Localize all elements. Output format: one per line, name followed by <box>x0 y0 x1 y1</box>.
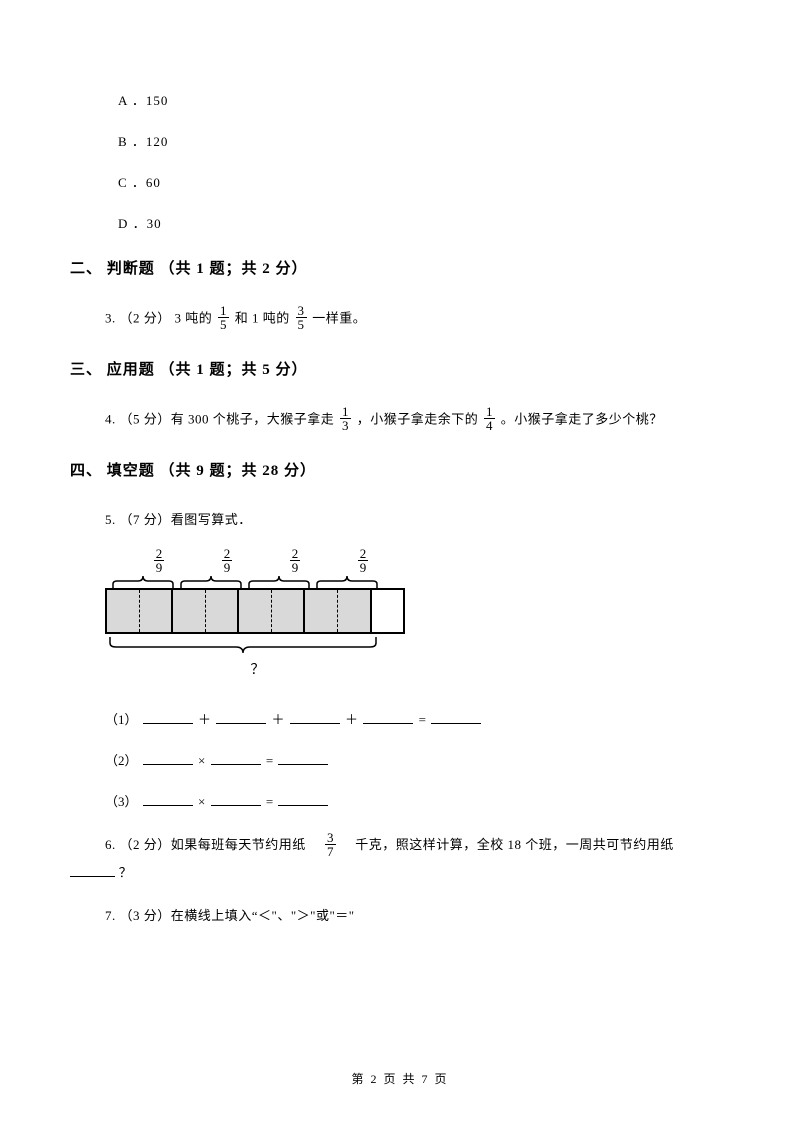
blank[interactable] <box>278 792 328 806</box>
cell <box>173 590 206 632</box>
q4-f1-den: 3 <box>340 419 351 432</box>
option-d: D ．30 <box>118 213 730 232</box>
cell <box>272 590 306 632</box>
cell <box>239 590 272 632</box>
q3-f1-num: 1 <box>218 304 229 318</box>
op: ＋ <box>272 712 285 727</box>
blank[interactable] <box>211 751 261 765</box>
q3-f2-den: 5 <box>296 318 307 331</box>
q3-f2-num: 3 <box>296 304 307 318</box>
op: ＋ <box>345 712 358 727</box>
q6-frac: 3 7 <box>325 831 336 858</box>
sub2-n: （2） <box>105 753 138 768</box>
eq: = <box>419 712 426 727</box>
diagram-frac-4: 29 <box>358 547 369 574</box>
diagram: 29 29 29 29 ？ <box>105 549 435 679</box>
bottom-bracket-svg <box>108 637 388 653</box>
diagram-top-fracs: 29 29 29 29 <box>105 549 435 576</box>
question-7: 7. （3 分）在横线上填入“＜"、"＞"或"＝" <box>105 904 730 927</box>
question-4: 4. （5 分）有 300 个桃子，大猴子拿走 1 3 ，小猴子拿走余下的 1 … <box>105 407 730 434</box>
section-4-header: 四、 填空题 （共 9 题；共 28 分） <box>70 459 730 480</box>
option-c: C ．60 <box>118 172 730 191</box>
diagram-qmark: ？ <box>105 659 380 679</box>
blank[interactable] <box>290 710 340 724</box>
question-5-text: 5. （7 分）看图写算式． <box>105 508 730 531</box>
q3-pre: 3. （2 分） 3 吨的 <box>105 310 216 325</box>
cell <box>107 590 140 632</box>
sub1-n: （1） <box>105 712 138 727</box>
frac-den: 9 <box>154 561 165 574</box>
cell <box>140 590 174 632</box>
blank[interactable] <box>431 710 481 724</box>
q4-mid: ，小猴子拿走余下的 <box>357 411 482 426</box>
q4-f2-den: 4 <box>484 419 495 432</box>
diagram-bar <box>105 588 435 634</box>
option-a: A ．150 <box>118 90 730 109</box>
q6-post: 千克，照这样计算，全校 18 个班，一周共可节约用纸 <box>342 837 674 852</box>
q4-post: 。小猴子拿走了多少个桃？ <box>501 411 663 426</box>
cell <box>372 590 404 632</box>
q4-pre: 4. （5 分）有 300 个桃子，大猴子拿走 <box>105 411 338 426</box>
q6-end: ？ <box>119 865 133 880</box>
frac-den: 9 <box>222 561 233 574</box>
blank[interactable] <box>216 710 266 724</box>
q5-sub1: （1） ＋ ＋ ＋ = <box>105 709 730 728</box>
frac-num: 2 <box>290 547 301 561</box>
blank[interactable] <box>211 792 261 806</box>
q6-pre: 6. （2 分）如果每班每天节约用纸 <box>105 837 319 852</box>
diagram-frac-1: 29 <box>154 547 165 574</box>
blank[interactable] <box>143 792 193 806</box>
q3-frac-2: 3 5 <box>296 304 307 331</box>
eq: = <box>266 794 273 809</box>
q4-f1-num: 1 <box>340 405 351 419</box>
q5-sub3: （3） × = <box>105 791 730 810</box>
diagram-frac-2: 29 <box>222 547 233 574</box>
q6-fd: 7 <box>325 845 336 858</box>
q4-frac-2: 1 4 <box>484 405 495 432</box>
op: ＋ <box>198 712 211 727</box>
diagram-top-brackets <box>105 576 435 588</box>
diagram-bottom-bracket <box>105 637 435 657</box>
op: × <box>198 794 205 809</box>
sub3-n: （3） <box>105 794 138 809</box>
eq: = <box>266 753 273 768</box>
q3-f1-den: 5 <box>218 318 229 331</box>
q3-post: 一样重。 <box>312 310 366 325</box>
op: × <box>198 753 205 768</box>
cell <box>305 590 338 632</box>
q4-f2-num: 1 <box>484 405 495 419</box>
frac-num: 2 <box>222 547 233 561</box>
question-3: 3. （2 分） 3 吨的 1 5 和 1 吨的 3 5 一样重。 <box>105 306 730 333</box>
question-6: 6. （2 分）如果每班每天节约用纸 3 7 千克，照这样计算，全校 18 个班… <box>105 832 730 886</box>
option-b: B ．120 <box>118 131 730 150</box>
section-2-header: 二、 判断题 （共 1 题；共 2 分） <box>70 257 730 278</box>
blank[interactable] <box>363 710 413 724</box>
page-footer: 第 2 页 共 7 页 <box>0 1070 800 1087</box>
blank[interactable] <box>70 863 115 877</box>
q4-frac-1: 1 3 <box>340 405 351 432</box>
q3-mid: 和 1 吨的 <box>235 310 294 325</box>
blank[interactable] <box>278 751 328 765</box>
cell <box>338 590 372 632</box>
q3-frac-1: 1 5 <box>218 304 229 331</box>
blank[interactable] <box>143 710 193 724</box>
frac-num: 2 <box>154 547 165 561</box>
section-3-header: 三、 应用题 （共 1 题；共 5 分） <box>70 358 730 379</box>
cell <box>206 590 240 632</box>
frac-den: 9 <box>358 561 369 574</box>
frac-num: 2 <box>358 547 369 561</box>
q6-fn: 3 <box>325 831 336 845</box>
blank[interactable] <box>143 751 193 765</box>
frac-den: 9 <box>290 561 301 574</box>
diagram-frac-3: 29 <box>290 547 301 574</box>
q5-sub2: （2） × = <box>105 750 730 769</box>
